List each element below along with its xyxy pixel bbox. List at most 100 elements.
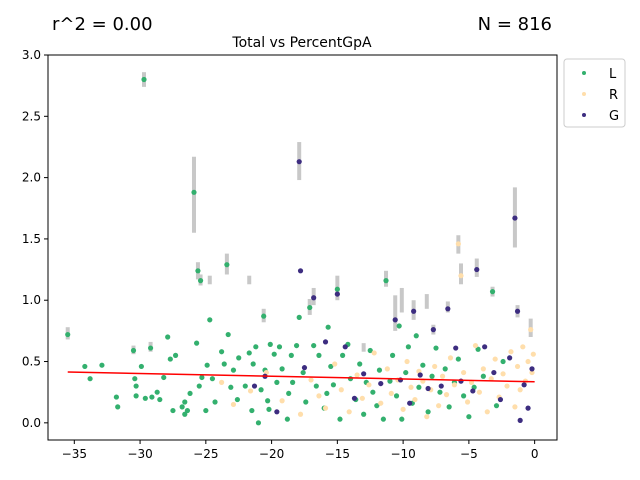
data-point-l [271, 351, 277, 357]
legend-label-l: L [609, 67, 617, 82]
x-tick-label: −10 [390, 447, 415, 461]
data-point-r [455, 241, 461, 247]
data-point-r [461, 369, 467, 376]
data-point-g [512, 215, 518, 221]
data-point-l [370, 389, 376, 395]
data-point-l [258, 387, 264, 393]
data-point-l [293, 342, 300, 349]
data-point-l [182, 411, 188, 417]
data-point-r [432, 363, 438, 370]
data-point-l [199, 374, 205, 381]
data-point-l [221, 361, 227, 367]
y-axis-ticks: 0.0 0.5 1.0 1.5 2.0 2.5 3.0 [22, 48, 48, 430]
data-point-l [196, 383, 202, 389]
data-point-r [359, 395, 365, 401]
data-point-l [442, 366, 448, 372]
data-point-r [322, 405, 329, 411]
data-point-g [351, 395, 358, 401]
data-point-l [191, 189, 197, 195]
data-point-l [204, 362, 210, 368]
data-point-l [184, 407, 191, 414]
y-tick-label: 3.0 [22, 48, 41, 62]
data-point-r [230, 401, 237, 408]
data-point-r [458, 273, 464, 279]
x-axis-ticks: −35 −30 −25 −20 −15 −10 −5 0 [62, 440, 538, 461]
data-point-r [529, 369, 535, 376]
data-point-g [297, 268, 304, 274]
data-point-g [417, 372, 423, 378]
data-point-g [474, 266, 480, 273]
data-point-l [142, 395, 148, 401]
data-point-l [325, 324, 331, 330]
data-point-l [446, 404, 452, 410]
data-point-r [332, 361, 338, 367]
data-point-l [357, 361, 363, 367]
data-point-r [464, 399, 471, 405]
data-point-l [133, 393, 139, 399]
data-point-l [65, 331, 71, 338]
data-point-r [408, 384, 414, 390]
data-point-l [437, 389, 443, 395]
data-point-l [242, 383, 248, 389]
data-point-l [182, 399, 188, 405]
data-point-l [416, 384, 422, 390]
data-point-r [388, 390, 394, 397]
data-point-l [290, 379, 296, 385]
data-point-l [296, 314, 302, 320]
data-point-r [436, 403, 442, 409]
data-point-r [316, 393, 322, 399]
data-point-r [279, 398, 285, 404]
data-point-l [475, 346, 481, 352]
y-tick-label: 0.5 [22, 355, 41, 369]
data-point-r [384, 366, 390, 372]
data-point-l [367, 347, 373, 354]
data-point-g [411, 308, 417, 314]
data-point-l [195, 268, 201, 274]
data-point-g [296, 159, 302, 165]
data-point-r [514, 363, 521, 370]
data-point-r [492, 356, 498, 362]
data-point-l [113, 394, 119, 400]
data-point-l [433, 345, 439, 351]
data-point-g [497, 396, 504, 403]
data-point-r [404, 358, 410, 365]
data-point-l [393, 393, 400, 399]
legend-marker-g [582, 113, 586, 117]
data-point-g [491, 369, 497, 376]
y-tick-label: 2.5 [22, 109, 41, 123]
data-point-r [378, 400, 384, 406]
data-point-g [517, 417, 523, 423]
data-point-l [141, 76, 147, 83]
data-point-r [517, 387, 523, 393]
data-point-r [451, 382, 458, 388]
data-point-g [529, 366, 535, 372]
data-point-l [138, 363, 144, 370]
data-point-g [507, 355, 513, 361]
data-point-r [500, 371, 506, 377]
trendline-line [67, 371, 535, 383]
data-point-l [212, 399, 218, 405]
data-point-l [405, 344, 411, 350]
data-point-g [311, 295, 317, 301]
data-point-r [443, 392, 450, 398]
data-point-l [403, 369, 409, 376]
data-point-l [265, 398, 271, 404]
data-point-l [172, 352, 179, 358]
data-point-g [521, 382, 527, 388]
data-point-l [147, 345, 154, 351]
data-point-l [340, 352, 346, 358]
data-point-g [438, 383, 444, 389]
data-point-g [407, 400, 413, 406]
r-squared-label: r^2 = 0.00 [52, 14, 153, 35]
data-point-g [334, 291, 340, 297]
data-point-r [308, 377, 314, 383]
data-point-g [425, 385, 431, 392]
data-point-g [525, 405, 531, 411]
data-point-g [470, 388, 476, 394]
data-point-l [194, 340, 200, 346]
data-point-l [330, 382, 337, 388]
data-point-r [488, 376, 494, 382]
data-point-l [425, 409, 431, 415]
data-point-l [489, 289, 496, 295]
data-point-l [203, 407, 209, 414]
